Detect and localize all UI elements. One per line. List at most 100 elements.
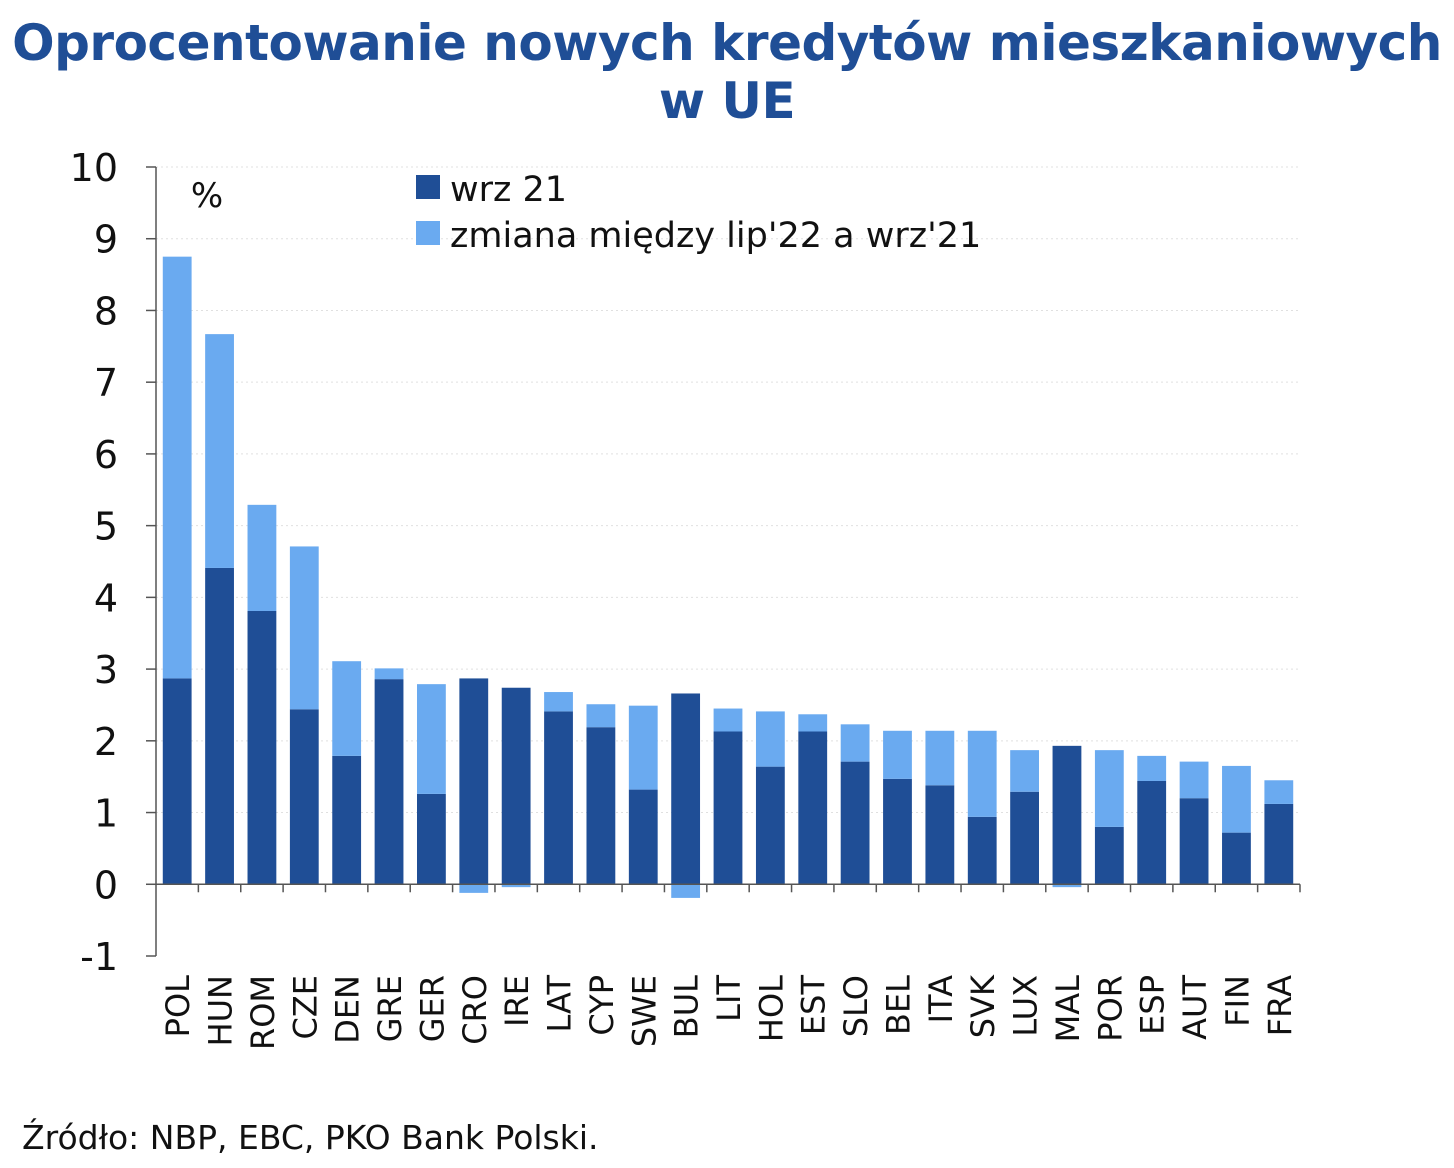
- bar-wrz21-POL: [162, 678, 192, 885]
- bar-change-FIN: [1222, 765, 1251, 833]
- bar-wrz21-ROM: [247, 610, 277, 885]
- bar-wrz21-HUN: [205, 567, 234, 885]
- bar-wrz21-FRA: [1264, 803, 1294, 885]
- bar-change-HUN: [205, 334, 234, 568]
- bar-wrz21-CRO: [459, 678, 489, 885]
- bar-change-BEL: [883, 730, 912, 779]
- bar-change-FRA: [1264, 780, 1294, 804]
- bar-wrz21-SWE: [628, 789, 658, 885]
- bar-change-DEN: [332, 661, 362, 756]
- bar-wrz21-EST: [798, 731, 828, 885]
- y-tick-label: 2: [94, 720, 118, 764]
- bar-wrz21-GRE: [374, 679, 404, 885]
- source-note: Źródło: NBP, EBC, PKO Bank Polski.: [22, 1118, 599, 1157]
- x-tick-label: SVK: [964, 974, 1002, 1038]
- y-tick-label: 10: [70, 146, 118, 190]
- axes: [146, 166, 1301, 957]
- y-tick-label: 7: [94, 361, 118, 405]
- x-tick-label: ROM: [244, 975, 282, 1050]
- legend: wrz 21 zmiana między lip'22 a wrz'21: [416, 170, 981, 256]
- x-tick-label: GRE: [371, 975, 409, 1042]
- x-tick-label: BEL: [879, 975, 917, 1035]
- bar-change-HOL: [755, 711, 785, 767]
- bar-wrz21-BUL: [671, 693, 701, 885]
- y-tick-label: -1: [80, 935, 118, 979]
- x-tick-label: FRA: [1261, 975, 1299, 1036]
- x-tick-label: POL: [159, 975, 197, 1037]
- x-tick-label: LAT: [541, 975, 579, 1033]
- bar-wrz21-GER: [417, 793, 446, 885]
- x-tick-label: FIN: [1218, 975, 1256, 1027]
- bar-change-SLO: [840, 724, 870, 762]
- x-tick-label: EST: [795, 975, 833, 1036]
- bar-change-SWE: [628, 705, 658, 790]
- x-tick-label: DEN: [329, 975, 367, 1044]
- bar-wrz21-LAT: [544, 711, 573, 885]
- bar-change-CYP: [586, 704, 616, 728]
- bar-change-MAL: [1052, 884, 1082, 888]
- bar-change-POR: [1094, 750, 1124, 827]
- bar-wrz21-MAL: [1052, 745, 1082, 885]
- y-tick-label: 9: [94, 218, 118, 262]
- bar-wrz21-IRE: [501, 687, 531, 885]
- y-tick-labels: -1 0 1 2 3 4 5 6 7 8 9 10: [70, 146, 118, 979]
- bar-wrz21-SLO: [840, 761, 870, 885]
- x-tick-label: IRE: [498, 975, 536, 1027]
- x-tick-label: GER: [413, 975, 451, 1042]
- bar-change-ITA: [925, 730, 955, 786]
- legend-swatch-change: [416, 221, 440, 245]
- bar-wrz21-FIN: [1222, 832, 1251, 885]
- bar-wrz21-HOL: [755, 766, 785, 885]
- y-tick-label: 1: [94, 792, 118, 836]
- y-tick-label: 0: [94, 863, 118, 907]
- x-tick-label: LUX: [1007, 975, 1045, 1037]
- bars: [162, 256, 1294, 898]
- bar-change-AUT: [1179, 761, 1209, 799]
- x-tick-label: CYP: [583, 975, 621, 1036]
- y-tick-label: 4: [94, 576, 118, 620]
- bar-wrz21-DEN: [332, 755, 362, 885]
- x-tick-label: POR: [1091, 975, 1129, 1042]
- y-tick-label: 8: [94, 289, 118, 333]
- bar-wrz21-CYP: [586, 727, 616, 885]
- bar-wrz21-SVK: [967, 816, 997, 885]
- bar-wrz21-AUT: [1179, 798, 1209, 885]
- bar-change-GER: [417, 684, 446, 794]
- bar-change-BUL: [671, 884, 701, 898]
- x-tick-label: HUN: [202, 975, 240, 1046]
- bar-change-CZE: [289, 546, 319, 710]
- x-tick-label: CRO: [456, 975, 494, 1045]
- x-tick-label: HOL: [752, 975, 790, 1042]
- chart-title: Oprocentowanie nowych kredytów mieszkani…: [12, 14, 1442, 130]
- bar-change-EST: [798, 714, 828, 732]
- y-tick-label: 5: [94, 505, 118, 549]
- bar-change-POL: [162, 256, 192, 679]
- bar-wrz21-POR: [1094, 826, 1124, 885]
- y-tick-label: 6: [94, 433, 118, 477]
- x-tick-label: AUT: [1176, 975, 1214, 1040]
- bar-wrz21-LIT: [713, 731, 743, 885]
- legend-swatch-wrz21: [416, 175, 440, 199]
- bar-change-LIT: [713, 708, 743, 732]
- bar-change-IRE: [501, 884, 531, 888]
- unit-label: %: [191, 176, 223, 216]
- x-tick-label: SLO: [837, 975, 875, 1037]
- bar-change-CRO: [459, 884, 489, 893]
- bar-change-GRE: [374, 668, 404, 680]
- x-tick-label: BUL: [668, 975, 706, 1038]
- x-tick-label: ITA: [922, 975, 960, 1024]
- x-tick-labels: POL HUN ROM CZE DEN GRE GER CRO IRE LAT CYP SWE BUL L…: [159, 974, 1299, 1050]
- x-tick-label: LIT: [710, 975, 748, 1022]
- x-tick-label: ESP: [1134, 975, 1172, 1035]
- bar-change-LUX: [1010, 750, 1039, 792]
- bar-change-SVK: [967, 730, 997, 817]
- bar-change-ESP: [1137, 755, 1167, 781]
- bar-wrz21-CZE: [289, 709, 319, 885]
- x-tick-label: SWE: [625, 975, 663, 1047]
- bar-wrz21-LUX: [1010, 791, 1039, 885]
- x-tick-label: CZE: [286, 975, 324, 1039]
- bar-wrz21-ESP: [1137, 780, 1167, 885]
- bar-change-ROM: [247, 504, 277, 611]
- bar-wrz21-BEL: [883, 778, 912, 885]
